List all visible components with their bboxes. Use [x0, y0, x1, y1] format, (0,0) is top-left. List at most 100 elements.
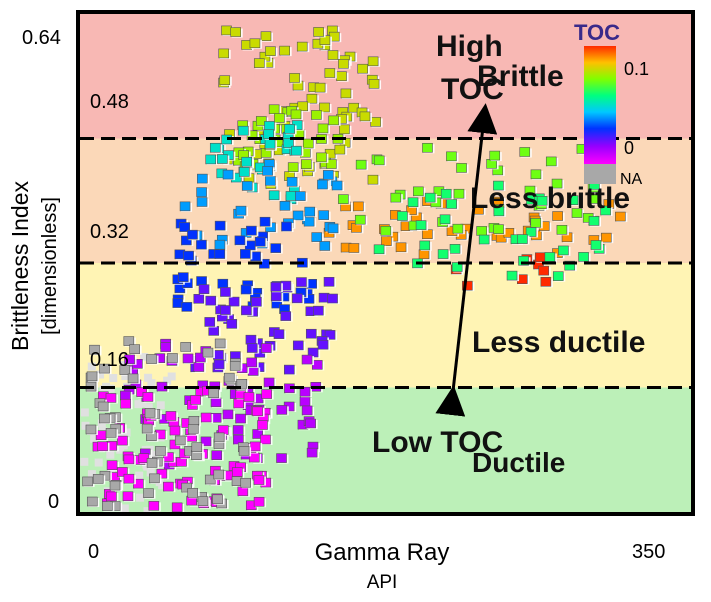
data-point	[245, 334, 257, 345]
data-point	[306, 93, 318, 104]
data-point	[211, 450, 223, 461]
data-point	[306, 447, 318, 458]
data-point	[316, 152, 327, 163]
x-axis-title: Gamma Ray	[315, 539, 450, 566]
data-point	[246, 357, 258, 368]
data-point	[179, 201, 191, 212]
data-point	[235, 205, 247, 216]
data-point	[422, 229, 433, 240]
x-tick-max: 350	[632, 541, 665, 563]
data-point-na-bg	[136, 493, 145, 502]
data-point-na-bg	[156, 401, 165, 410]
data-point	[196, 276, 207, 286]
data-point	[234, 235, 246, 246]
data-point	[188, 415, 200, 426]
data-point	[142, 392, 154, 402]
data-point	[183, 250, 194, 261]
data-point	[193, 362, 205, 372]
data-point	[180, 342, 192, 352]
data-point	[318, 210, 329, 220]
data-point	[590, 240, 602, 250]
data-point	[208, 388, 219, 399]
data-point	[146, 354, 157, 364]
data-point	[220, 287, 231, 297]
data-point	[270, 291, 282, 302]
data-point	[280, 311, 292, 321]
data-point	[327, 293, 338, 304]
data-point	[105, 428, 117, 438]
data-point	[120, 390, 131, 401]
data-point	[196, 187, 207, 197]
data-point	[311, 110, 322, 120]
data-point	[395, 242, 407, 253]
data-point	[214, 239, 226, 250]
data-point	[220, 305, 231, 315]
data-point	[249, 38, 261, 49]
data-point	[530, 218, 542, 228]
data-point	[167, 353, 178, 363]
data-point	[241, 181, 253, 191]
data-point	[551, 178, 563, 189]
data-point	[552, 271, 564, 281]
data-point	[255, 116, 267, 126]
data-point	[292, 340, 304, 351]
data-point-na-bg	[80, 408, 89, 417]
data-point	[265, 46, 276, 56]
data-point	[149, 473, 160, 484]
data-point	[254, 236, 266, 247]
data-point	[222, 169, 234, 180]
data-point	[284, 124, 295, 134]
data-point	[86, 496, 98, 507]
data-point	[209, 142, 221, 153]
data-point	[314, 82, 326, 93]
data-point	[99, 363, 110, 374]
data-point	[236, 379, 248, 389]
data-point	[296, 277, 307, 287]
data-point	[169, 425, 181, 436]
data-point	[89, 344, 100, 355]
data-point	[530, 169, 542, 180]
data-point	[476, 226, 487, 236]
data-point	[99, 413, 110, 424]
data-point	[208, 326, 220, 336]
data-point	[437, 249, 449, 259]
data-point	[323, 277, 335, 287]
data-point	[615, 211, 626, 222]
data-point	[259, 216, 271, 227]
data-point	[305, 328, 317, 339]
data-point	[538, 265, 550, 276]
data-point	[552, 211, 563, 221]
data-point	[419, 240, 431, 251]
data-point	[181, 235, 192, 246]
data-point	[230, 27, 242, 37]
data-point	[380, 225, 392, 236]
data-point	[179, 222, 190, 232]
data-point	[141, 423, 153, 434]
data-point-na-bg	[135, 471, 144, 480]
data-point	[301, 159, 312, 169]
data-point	[241, 156, 252, 167]
data-point	[187, 424, 199, 434]
data-point	[163, 452, 174, 462]
zone-label-less-ductile: Less ductile	[472, 326, 645, 359]
data-point	[338, 58, 349, 69]
data-point	[214, 220, 226, 231]
data-point	[148, 501, 160, 511]
data-point	[571, 208, 583, 218]
data-point	[187, 488, 199, 498]
data-point	[373, 155, 385, 166]
data-point	[296, 41, 308, 52]
data-point	[334, 144, 346, 155]
scatter-points	[80, 25, 628, 516]
data-point	[198, 284, 210, 294]
colorbar-max-label: 0.1	[624, 59, 649, 79]
data-point	[317, 123, 329, 134]
data-point-na-bg	[121, 372, 130, 381]
data-point	[190, 395, 201, 405]
low-toc-label: Low TOC	[372, 426, 503, 459]
line-label-048: 0.48	[90, 91, 129, 113]
data-point	[260, 343, 272, 353]
data-point	[381, 236, 392, 246]
data-point	[281, 221, 292, 232]
